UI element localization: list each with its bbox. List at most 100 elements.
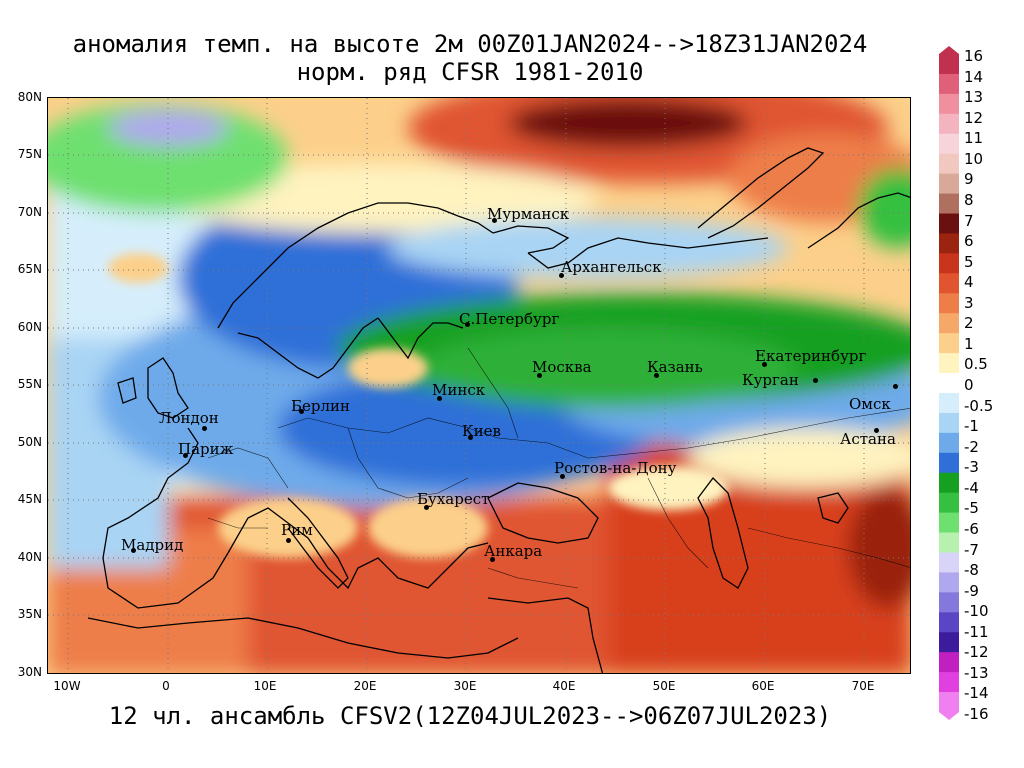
colorbar-label: -12 [964,643,989,661]
colorbar-swatch [939,552,959,573]
colorbar-swatch [939,253,959,274]
city-label-astana: Астана [840,430,896,448]
colorbar-swatch [939,592,959,613]
anomaly-field [48,98,910,673]
colorbar-label: 1 [964,335,974,353]
ensemble-footer: 12 чл. ансамбль CFSV2(12Z04JUL2023-->06Z… [108,702,832,730]
colorbar-label: 6 [964,232,974,250]
colorbar-swatch [939,73,959,95]
colorbar-swatch [939,373,959,394]
colorbar-swatch [939,193,959,215]
colorbar-swatch [939,632,959,653]
lon-label-50e: 50E [652,679,676,693]
colorbar-label: 16 [964,47,984,65]
city-marker [465,322,470,327]
lat-label-30n: 30N [17,665,42,679]
lon-label-0: 0 [162,679,170,693]
colorbar-label: -11 [964,623,989,641]
colorbar-swatch [939,452,959,474]
city-label-madrid: Мадрид [121,536,184,554]
colorbar-swatch [939,572,959,593]
city-label-st-petersburg: С.Петербург [459,310,560,328]
colorbar-label: 8 [964,191,974,209]
colorbar-label: -16 [964,705,989,723]
lat-label-35n: 35N [17,607,42,621]
colorbar-swatch [939,273,959,294]
city-marker [654,373,659,378]
colorbar-label: -4 [964,479,979,497]
lon-label-60e: 60E [751,679,775,693]
city-label-ankara: Анкара [484,542,543,560]
anomaly-map [47,97,911,674]
city-marker [468,435,473,440]
colorbar-swatch [939,532,959,553]
city-marker [183,453,188,458]
city-label-paris: Париж [178,440,234,458]
colorbar-swatch [939,333,959,354]
city-marker [762,362,767,367]
colorbar-label: 5 [964,253,974,271]
city-label-murmansk: Мурманск [487,205,570,223]
city-marker [813,378,818,383]
colorbar-label: 4 [964,273,974,291]
colorbar-swatch [939,93,959,115]
city-label-arkhangelsk: Архангельск [561,258,662,276]
colorbar [939,46,959,720]
colorbar-label: 12 [964,109,984,127]
city-marker [893,384,898,389]
lat-label-40n: 40N [17,550,42,564]
colorbar-swatch [939,153,959,175]
lon-label-10w: 10W [53,679,81,693]
colorbar-swatch [939,612,959,633]
colorbar-label: -14 [964,684,989,702]
city-marker [286,538,291,543]
colorbar-swatch [939,492,959,514]
colorbar-label: -2 [964,438,979,456]
colorbar-label: -6 [964,520,979,538]
colorbar-label: -10 [964,602,989,620]
colorbar-label: 9 [964,170,974,188]
colorbar-label: 13 [964,88,984,106]
colorbar-swatch [939,472,959,494]
city-label-moscow: Москва [532,358,592,376]
colorbar-swatch [939,512,959,534]
map-title-line2: норм. ряд CFSR 1981-2010 [296,58,644,86]
colorbar-label: 3 [964,294,974,312]
colorbar-label: 10 [964,150,984,168]
colorbar-swatch [939,692,959,713]
lon-label-20e: 20E [353,679,377,693]
colorbar-swatch [939,293,959,314]
colorbar-swatch [939,113,959,135]
city-label-berlin: Берлин [291,397,351,415]
city-label-kyiv: Киев [462,422,501,440]
lat-label-55n: 55N [17,377,42,391]
colorbar-swatch [939,652,959,673]
lon-label-70e: 70E [851,679,875,693]
colorbar-label: -13 [964,664,989,682]
colorbar-swatch [939,672,959,693]
city-label-yekaterinburg: Екатеринбург [755,347,867,365]
lat-label-45n: 45N [17,492,42,506]
colorbar-swatch [939,412,959,434]
colorbar-label: 0.5 [964,355,988,373]
city-label-minsk: Минск [432,381,486,399]
colorbar-label: 14 [964,68,984,86]
colorbar-label: -7 [964,541,979,559]
city-marker [437,396,442,401]
colorbar-label: 7 [964,212,974,230]
colorbar-arrow-top [939,46,959,54]
city-marker [492,218,497,223]
city-label-kazan: Казань [647,358,703,376]
lat-label-50n: 50N [17,435,42,449]
colorbar-label: -9 [964,582,979,600]
lon-label-10e: 10E [253,679,277,693]
lat-label-80n: 80N [17,90,42,104]
lon-label-40e: 40E [552,679,576,693]
city-label-bucharest: Бухарест [417,490,490,508]
city-label-omsk: Омск [849,395,891,413]
city-label-kurgan: Курган [742,371,799,389]
city-marker [537,373,542,378]
city-marker [424,505,429,510]
colorbar-swatch [939,173,959,195]
colorbar-label: -8 [964,561,979,579]
